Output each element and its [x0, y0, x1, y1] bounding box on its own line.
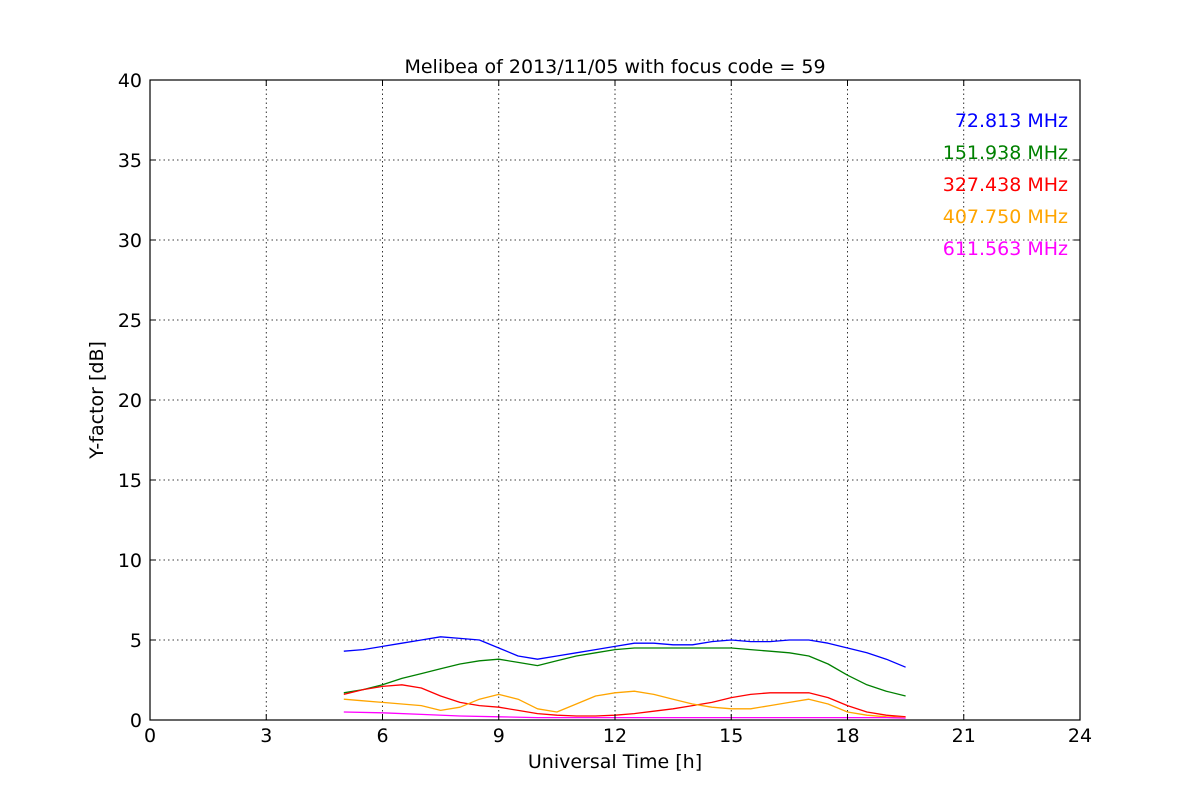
y-tick-label: 40	[118, 70, 142, 92]
y-tick-label: 25	[118, 310, 142, 332]
series-lines	[343, 636, 906, 719]
x-axis-label: Universal Time [h]	[528, 751, 702, 773]
series-line-3	[343, 690, 906, 719]
legend: 72.813 MHz 151.938 MHz 327.438 MHz 407.750 …	[943, 110, 1068, 260]
x-tick-label: 24	[1068, 725, 1092, 747]
x-tick-label: 6	[376, 725, 388, 747]
y-axis-label: Y-factor [dB]	[86, 341, 108, 460]
chart-title: Melibea of 2013/11/05 with focus code = …	[404, 56, 825, 78]
legend-entry-4: 611.563 MHz	[943, 238, 1068, 260]
y-tick-label: 10	[118, 550, 142, 572]
x-tick-label: 15	[719, 725, 743, 747]
y-tick-label: 15	[118, 470, 142, 492]
x-tick-label: 3	[260, 725, 272, 747]
y-tick-label: 5	[130, 630, 142, 652]
legend-entry-3: 407.750 MHz	[943, 206, 1068, 228]
series-line-1	[343, 647, 906, 697]
series-line-2	[343, 684, 906, 718]
x-tick-label: 0	[144, 725, 156, 747]
y-tick-label: 30	[118, 230, 142, 252]
y-tick-label: 0	[130, 710, 142, 732]
series-line-0	[343, 636, 906, 668]
series-line-4	[343, 711, 906, 719]
legend-entry-0: 72.813 MHz	[955, 110, 1068, 132]
y-tick-label: 35	[118, 150, 142, 172]
legend-entry-2: 327.438 MHz	[943, 174, 1068, 196]
grid	[150, 80, 1080, 720]
legend-entry-1: 151.938 MHz	[943, 142, 1068, 164]
x-tick-label: 9	[493, 725, 505, 747]
y-tick-label: 20	[118, 390, 142, 412]
x-tick-label: 21	[952, 725, 976, 747]
ticks: 0 3 6 9 12 15 18 21 24 0 5 10 15 20 25 30 35 40	[118, 70, 1092, 747]
x-tick-label: 12	[603, 725, 627, 747]
x-tick-label: 18	[835, 725, 859, 747]
